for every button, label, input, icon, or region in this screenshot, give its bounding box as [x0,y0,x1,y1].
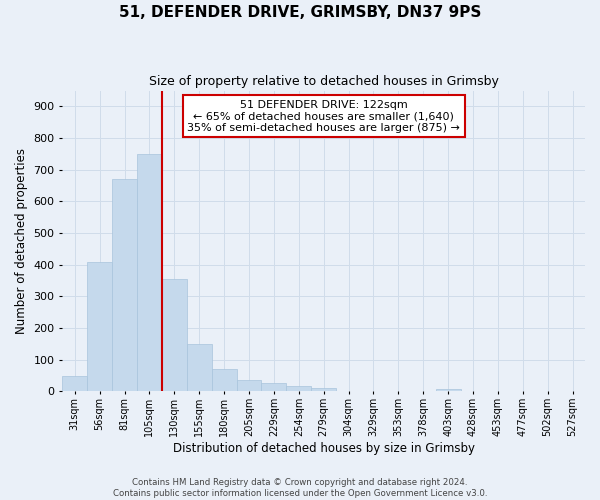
Bar [112,179,137,392]
Bar [187,344,212,392]
Bar [212,369,236,392]
Text: 51, DEFENDER DRIVE, GRIMSBY, DN37 9PS: 51, DEFENDER DRIVE, GRIMSBY, DN37 9PS [119,5,481,20]
Bar [87,262,112,392]
Bar [137,154,162,392]
Bar [311,388,336,392]
Bar [262,382,286,392]
Bar [62,376,87,392]
Title: Size of property relative to detached houses in Grimsby: Size of property relative to detached ho… [149,75,499,88]
Bar [436,389,461,392]
X-axis label: Distribution of detached houses by size in Grimsby: Distribution of detached houses by size … [173,442,475,455]
Bar [236,380,262,392]
Y-axis label: Number of detached properties: Number of detached properties [15,148,28,334]
Bar [162,279,187,392]
Text: 51 DEFENDER DRIVE: 122sqm
← 65% of detached houses are smaller (1,640)
35% of se: 51 DEFENDER DRIVE: 122sqm ← 65% of detac… [187,100,460,133]
Text: Contains HM Land Registry data © Crown copyright and database right 2024.
Contai: Contains HM Land Registry data © Crown c… [113,478,487,498]
Bar [286,386,311,392]
